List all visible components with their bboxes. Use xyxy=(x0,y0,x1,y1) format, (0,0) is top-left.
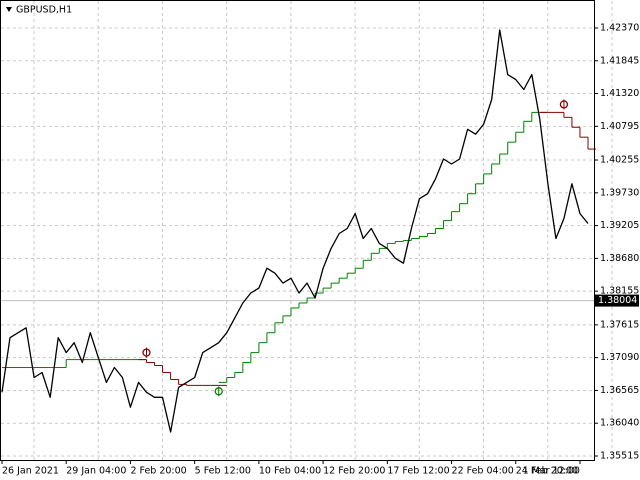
x-tick-label: 12 Feb 20:00 xyxy=(323,466,385,477)
last-price-box xyxy=(595,294,639,307)
x-tick-label: 29 Jan 04:00 xyxy=(66,466,126,477)
y-tick-label: 1.36565 xyxy=(600,385,639,396)
x-tick-label: 2 Feb 20:00 xyxy=(130,466,186,477)
x-tick-label: 5 Feb 12:00 xyxy=(195,466,251,477)
last-price-label: 1.38004 xyxy=(598,295,637,306)
x-tick-label: 10 Feb 04:00 xyxy=(259,466,321,477)
plot-frame xyxy=(0,0,595,461)
x-tick-label: 17 Feb 12:00 xyxy=(387,466,449,477)
y-tick-label: 1.38680 xyxy=(600,253,639,264)
y-tick-label: 1.42370 xyxy=(600,22,639,33)
y-tick-label: 1.40795 xyxy=(600,121,639,132)
y-tick-label: 1.35515 xyxy=(600,451,639,462)
y-tick-label: 1.38155 xyxy=(600,286,639,297)
x-tick-label: 26 Jan 2021 xyxy=(2,466,59,477)
y-tick-label: 1.39730 xyxy=(600,187,639,198)
chart-title: GBPUSD,H1 xyxy=(16,5,72,16)
y-tick-label: 1.37615 xyxy=(600,319,639,330)
x-tick-label: 22 Feb 04:00 xyxy=(452,466,514,477)
y-tick-label: 1.36040 xyxy=(600,418,639,429)
y-tick-label: 1.40255 xyxy=(600,155,639,166)
y-tick-label: 1.39205 xyxy=(600,220,639,231)
y-tick-label: 1.41845 xyxy=(600,55,639,66)
x-tick-label: 1 Mar 12:00 xyxy=(523,466,580,477)
x-tick-label: 24 Feb 20:00 xyxy=(516,466,578,477)
y-tick-label: 1.41320 xyxy=(600,88,639,99)
y-tick-label: 1.37090 xyxy=(600,352,639,363)
symbol-menu-arrow[interactable] xyxy=(6,7,12,12)
price-line xyxy=(1,29,589,433)
